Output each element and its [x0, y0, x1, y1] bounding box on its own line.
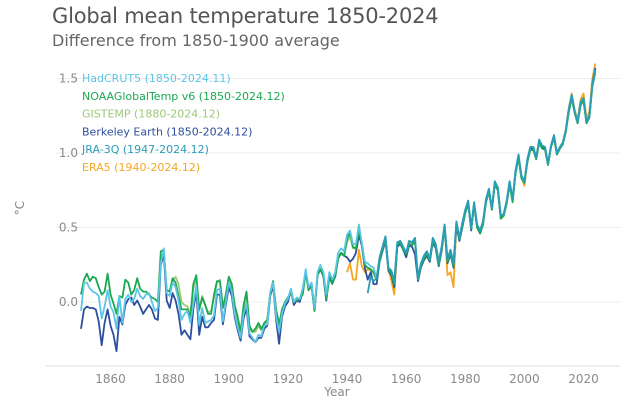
- legend-entry: JRA-3Q (1947-2024.12): [81, 143, 209, 156]
- y-tick-label: 1.5: [59, 72, 78, 86]
- legend-entry: GISTEMP (1880-2024.12): [82, 108, 220, 121]
- x-tick-label: 1980: [450, 372, 481, 386]
- y-tick-label: 1.0: [59, 146, 78, 160]
- x-tick-label: 2020: [568, 372, 599, 386]
- y-tick-label: 0.5: [59, 221, 78, 235]
- x-tick-label: 1900: [214, 372, 245, 386]
- x-tick-label: 1940: [332, 372, 363, 386]
- legend-entry: HadCRUT5 (1850-2024.11): [82, 72, 231, 85]
- chart-title: Global mean temperature 1850-2024: [52, 4, 439, 28]
- chart-subtitle: Difference from 1850-1900 average: [52, 31, 340, 50]
- x-axis-label: Year: [323, 385, 349, 399]
- x-tick-label: 1920: [273, 372, 304, 386]
- legend-entry: NOAAGlobalTemp v6 (1850-2024.12): [82, 90, 285, 103]
- x-tick-label: 1860: [95, 372, 126, 386]
- x-tick-label: 1960: [391, 372, 422, 386]
- legend-entry: Berkeley Earth (1850-2024.12): [82, 125, 252, 138]
- series-line: [346, 63, 597, 296]
- y-axis-label: °C: [13, 201, 27, 215]
- x-tick-label: 1880: [154, 372, 185, 386]
- x-tick-label: 2000: [509, 372, 540, 386]
- y-tick-label: 0.0: [59, 295, 78, 309]
- series-line: [366, 69, 597, 294]
- legend-entry: ERA5 (1940-2024.12): [82, 161, 200, 174]
